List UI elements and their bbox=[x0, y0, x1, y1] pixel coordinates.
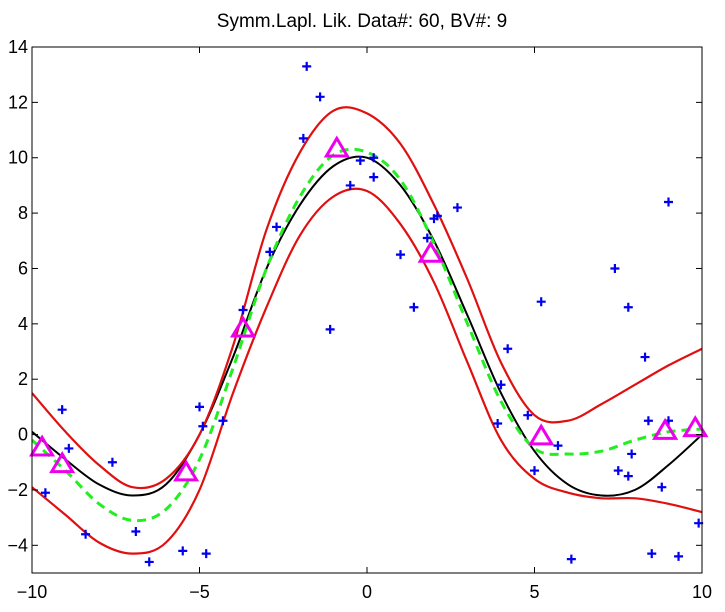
data-point bbox=[272, 222, 282, 232]
basis-vector-marker bbox=[682, 415, 709, 438]
data-point bbox=[315, 92, 325, 102]
data-point bbox=[657, 482, 667, 492]
y-tick-label: 10 bbox=[8, 148, 28, 168]
data-point bbox=[613, 466, 623, 476]
data-point bbox=[369, 172, 379, 182]
lines-layer bbox=[32, 106, 702, 555]
data-point bbox=[493, 419, 503, 429]
data-point bbox=[409, 302, 419, 312]
true-function-line bbox=[32, 155, 702, 497]
data-point bbox=[355, 156, 365, 166]
x-tick-label: 5 bbox=[529, 582, 539, 602]
basis-vector-marker bbox=[173, 459, 200, 482]
data-point bbox=[452, 203, 462, 213]
data-point bbox=[57, 405, 67, 415]
basis-vector-marker bbox=[528, 423, 555, 446]
basis-vector-marker bbox=[49, 451, 76, 474]
data-point bbox=[81, 529, 91, 539]
data-point bbox=[643, 416, 653, 426]
data-point bbox=[422, 233, 432, 243]
ticks-layer: −10 −5 0 5 10 −4 −2 0 2 4 6 8 10 12 14 bbox=[7, 37, 712, 602]
basis-vector-marker bbox=[417, 240, 444, 263]
basis-vector-marker bbox=[28, 434, 56, 457]
data-point bbox=[627, 449, 637, 459]
data-point bbox=[144, 557, 154, 567]
mean-line bbox=[32, 147, 702, 523]
basis-vector-marker bbox=[323, 135, 350, 158]
data-point bbox=[107, 457, 117, 467]
data-point bbox=[610, 263, 620, 273]
data-point bbox=[503, 344, 513, 354]
data-point bbox=[302, 61, 312, 71]
x-tick-label: 10 bbox=[692, 582, 712, 602]
y-tick-label: 14 bbox=[8, 37, 28, 57]
data-point bbox=[566, 554, 576, 564]
data-point bbox=[530, 466, 539, 476]
y-tick-label: 6 bbox=[18, 258, 28, 278]
lower-bound-line bbox=[32, 187, 702, 555]
data-point bbox=[369, 153, 379, 163]
data-point bbox=[265, 247, 275, 257]
data-points-layer bbox=[40, 61, 704, 567]
data-point bbox=[178, 546, 188, 556]
data-point bbox=[195, 402, 204, 412]
data-point bbox=[523, 410, 533, 420]
data-point bbox=[218, 416, 228, 426]
data-point bbox=[640, 352, 650, 362]
data-point bbox=[298, 133, 308, 143]
y-tick-label: −2 bbox=[7, 480, 28, 500]
y-tick-label: 8 bbox=[18, 203, 28, 223]
data-point bbox=[40, 488, 50, 498]
data-point bbox=[536, 297, 546, 307]
y-tick-label: 2 bbox=[18, 369, 28, 389]
data-point bbox=[553, 441, 563, 451]
data-point bbox=[201, 549, 211, 559]
x-tick-label: −10 bbox=[17, 582, 48, 602]
data-point bbox=[325, 324, 335, 334]
plot-frame bbox=[31, 46, 703, 574]
data-point bbox=[496, 380, 506, 390]
basis-vectors-layer bbox=[28, 135, 709, 482]
data-point bbox=[647, 549, 657, 559]
data-point bbox=[674, 551, 684, 561]
data-point bbox=[623, 471, 633, 481]
data-point bbox=[396, 250, 405, 260]
data-point bbox=[432, 211, 442, 221]
x-tick-label: −5 bbox=[189, 582, 210, 602]
y-tick-label: 4 bbox=[18, 314, 28, 334]
data-point bbox=[623, 302, 633, 312]
data-point bbox=[664, 197, 673, 207]
data-point bbox=[198, 421, 208, 431]
y-tick-label: 12 bbox=[8, 92, 28, 112]
data-point bbox=[131, 526, 141, 536]
y-tick-label: 0 bbox=[18, 425, 28, 445]
x-tick-label: 0 bbox=[362, 582, 372, 602]
data-point bbox=[64, 443, 74, 453]
upper-bound-line bbox=[32, 106, 702, 490]
basis-vector-marker bbox=[652, 417, 679, 440]
basis-vector-marker bbox=[229, 315, 257, 338]
data-point bbox=[238, 305, 248, 315]
y-tick-label: −4 bbox=[7, 535, 28, 555]
data-point bbox=[345, 180, 355, 190]
chart-title: Symm.Lapl. Lik. Data#: 60, BV#: 9 bbox=[217, 11, 507, 32]
